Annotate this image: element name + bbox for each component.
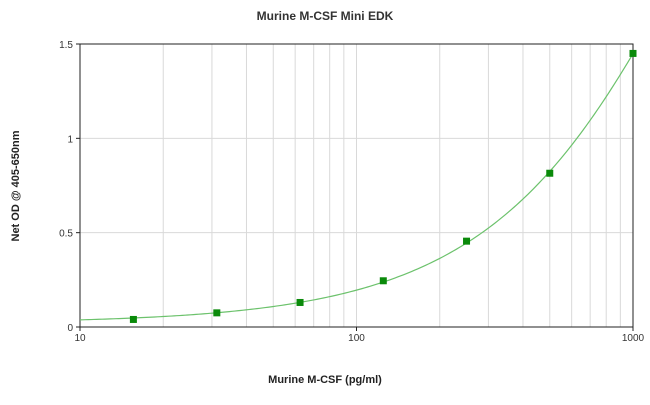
y-tick-label: 0 xyxy=(67,323,73,334)
data-point xyxy=(379,277,387,285)
data-point xyxy=(546,169,554,177)
fit-curve xyxy=(79,53,634,321)
y-axis-ticks: 0 0.5 1 1.5 xyxy=(59,40,80,334)
y-tick-label: 1.5 xyxy=(59,40,73,51)
data-point xyxy=(213,309,221,317)
chart-title: Murine M-CSF Mini EDK xyxy=(257,9,394,23)
data-point xyxy=(629,49,637,57)
x-axis-label: Murine M-CSF (pg/ml) xyxy=(268,374,382,386)
data-point xyxy=(129,315,137,323)
data-point xyxy=(463,237,471,245)
fit-curve-layer xyxy=(79,53,634,321)
y-tick-label: 1 xyxy=(67,134,73,145)
x-tick-label: 10 xyxy=(74,333,86,344)
y-tick-label: 0.5 xyxy=(59,229,73,240)
data-point xyxy=(296,298,304,306)
data-points xyxy=(129,49,637,323)
y-axis-label: Net OD @ 405-650nm xyxy=(10,130,22,241)
x-tick-label: 100 xyxy=(348,333,365,344)
x-axis-ticks: 10 100 1000 xyxy=(74,327,645,344)
x-tick-label: 1000 xyxy=(622,333,645,344)
grid-lines xyxy=(80,44,633,327)
